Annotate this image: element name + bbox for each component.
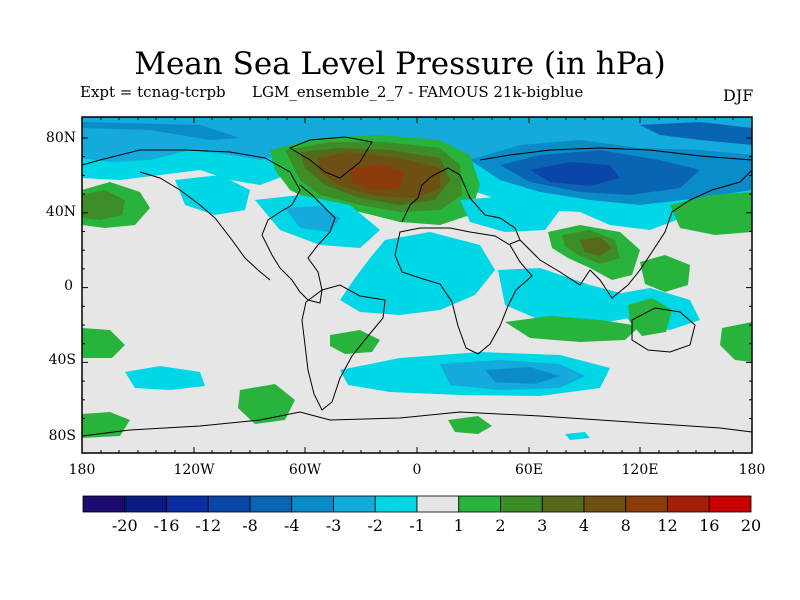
colorbar-swatch [291,495,334,513]
med-low [460,195,560,232]
colorbar-label: -8 [242,516,258,535]
antarctic-low-dot [565,432,590,440]
lat-label-0: 0 [64,278,73,294]
tibet-core [580,237,612,256]
colorbar-label: -4 [284,516,300,535]
lon-label-60e: 60E [515,462,543,478]
colorbar-label: -3 [326,516,342,535]
colorbar-label: 8 [621,516,631,535]
tasman-high [720,322,752,362]
plot-title: Mean Sea Level Pressure (in hPa) [134,46,666,82]
colorbar-label: 1 [454,516,464,535]
lat-label-40s: 40S [49,352,76,368]
colorbar-swatch [458,495,501,513]
south-indian-high [505,316,640,342]
lon-label-120e: 120E [622,462,659,478]
coastlines [82,136,752,437]
arctic-low-core [82,122,240,140]
south-america-coast [301,284,386,411]
greenland-coast [288,136,373,179]
colorbar-swatch [166,495,209,513]
map-ticks [81,117,753,453]
colorbar-label: 12 [657,516,677,535]
colorbar-label: 4 [579,516,589,535]
colorbar-label: -20 [112,516,138,535]
australia-high [628,298,672,336]
colorbar-swatch [249,495,293,513]
antarctic-high-e [448,416,492,434]
east-pacific-high [670,192,752,235]
arctic-core-2 [640,122,752,145]
colorbar-swatch [207,495,251,513]
colorbar-label: -12 [195,516,221,535]
south-atlantic-high-2 [238,384,295,424]
colorbar-swatch [82,495,126,513]
colorbar-label: -16 [154,516,180,535]
map-field [82,117,752,453]
colorbar-swatch [583,495,627,513]
colorbar-swatch [541,495,585,513]
colorbar-swatch [667,495,710,513]
colorbar-swatch [500,495,543,513]
colorbar-swatch [333,495,376,513]
philippine-high [640,255,690,292]
south-pacific-low [125,366,205,390]
siberian-low-center [530,162,620,186]
south-pacific-high-w [82,328,125,358]
north-atlantic-core [350,164,405,190]
lon-label-120w: 120W [173,462,215,478]
lon-label-60w: 60W [289,462,322,478]
siberia-coast [479,147,752,161]
lon-label-0: 0 [413,462,422,478]
colorbar-label: 3 [537,516,547,535]
colorbar-swatch [124,495,167,513]
colorbar-label: 2 [495,516,505,535]
southern-ocean-low-center [485,367,560,384]
lat-label-80n: 80N [46,130,76,146]
colorbar-label: -2 [367,516,383,535]
asia-coast [519,169,752,299]
australia-coast [631,307,696,353]
colorbar-label: -1 [409,516,425,535]
colorbar-swatch [708,495,752,513]
us-low-core [285,206,340,232]
north-america-coast [99,149,336,304]
experiment-label: Expt = tcnag-tcrpb [80,83,226,101]
colorbar-swatch [374,495,418,513]
colorbar-label: 20 [741,516,761,535]
europe-coast [401,167,521,245]
antarctica-coast [82,411,752,437]
lat-label-40n: 40N [46,204,76,220]
colorbar: -20 -16 -12 -8 -4 -3 -2 -1 1 2 3 4 8 12 16 20 [82,495,761,535]
lat-label-80s: 80S [49,428,76,444]
tropical-atlantic-low [340,232,495,315]
lon-label-180w: 180 [69,462,96,478]
pacific-low-ne [175,175,250,215]
colorbar-swatch [625,495,668,513]
africa-coast [394,227,533,355]
indian-low [498,268,640,325]
colorbar-swatch [416,495,460,513]
colorbar-label: 16 [699,516,719,535]
alaska-coast [82,159,271,281]
west-pacific-high-core [82,190,125,220]
season-label: DJF [723,86,754,105]
lon-label-180e: 180 [739,462,766,478]
ensemble-label: LGM_ensemble_2_7 - FAMOUS 21k-bigblue [252,83,584,101]
